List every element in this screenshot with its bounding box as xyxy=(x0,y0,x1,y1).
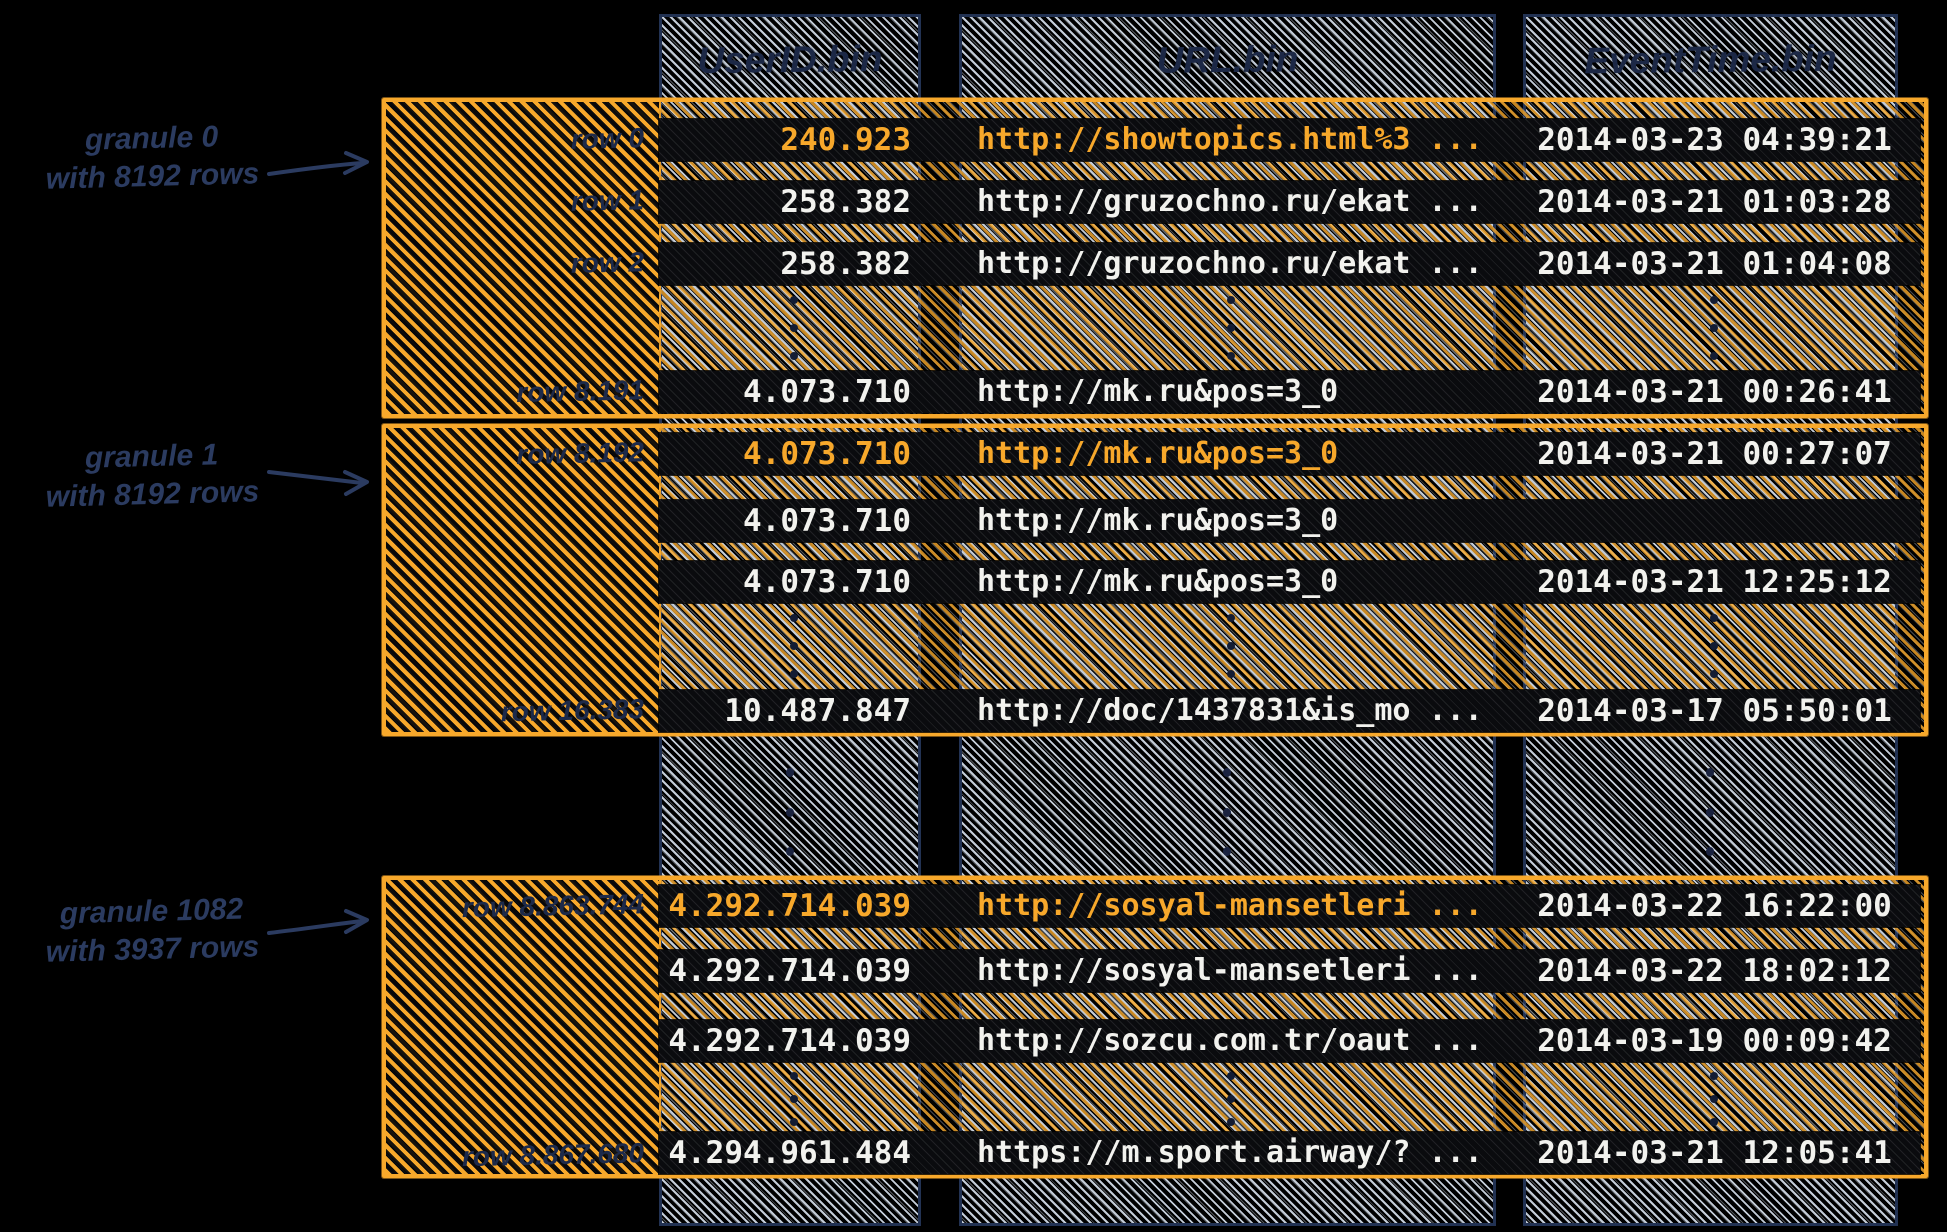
row-label: row 8.192 xyxy=(516,436,645,471)
cell-userid: 4.292.714.039 xyxy=(668,888,911,924)
data-row: 4.292.714.039 http://sozcu.com.tr/oaut .… xyxy=(659,1020,1920,1062)
row-label: row 0 xyxy=(570,122,645,155)
data-row: 258.382 http://gruzochno.ru/ekat ... 201… xyxy=(659,243,1920,285)
row-label: row 2 xyxy=(570,246,645,279)
cell-userid: 10.487.847 xyxy=(724,693,911,729)
vertical-ellipsis-icon xyxy=(1223,768,1231,856)
data-row: 4.073.710 http://mk.ru&pos=3_0 xyxy=(659,500,1920,542)
cell-eventtime: 2014-03-21 01:04:08 xyxy=(1537,246,1892,282)
granule-1082-annotation: granule 1082 with 3937 rows xyxy=(7,889,297,973)
cell-userid: 4.073.710 xyxy=(743,436,911,472)
cell-eventtime: 2014-03-17 05:50:01 xyxy=(1537,693,1892,729)
cell-url: http://sosyal-mansetleri ... xyxy=(977,888,1483,923)
cell-eventtime: 2014-03-21 12:05:41 xyxy=(1537,1135,1892,1171)
data-row: 4.292.714.039 http://sosyal-mansetleri .… xyxy=(659,885,1920,927)
cell-url: http://gruzochno.ru/ekat ... xyxy=(977,184,1483,219)
data-row: 240.923 http://showtopics.html%3 ... 201… xyxy=(659,119,1920,161)
omitted-rows xyxy=(659,292,1920,364)
cell-eventtime xyxy=(1527,500,1902,542)
row-label: row 8.867.680 xyxy=(461,1137,645,1173)
cell-eventtime: 2014-03-21 00:26:41 xyxy=(1537,374,1892,410)
cell-userid: 4.294.961.484 xyxy=(668,1135,911,1171)
cell-eventtime: 2014-03-21 01:03:28 xyxy=(1537,184,1892,220)
column-header-userid-bin: UserID.bin xyxy=(697,38,883,81)
column-header-eventtime-bin: EventTime.bin xyxy=(1584,37,1837,82)
row-label: row 8.191 xyxy=(516,374,645,409)
cell-url: http://mk.ru&pos=3_0 xyxy=(977,564,1339,599)
cell-url: http://sozcu.com.tr/oaut ... xyxy=(977,1023,1483,1058)
granule-0-annotation: granule 0 with 8192 rows xyxy=(7,116,297,200)
vertical-ellipsis-icon xyxy=(1710,614,1718,678)
cell-userid: 258.382 xyxy=(780,246,911,282)
arrow-to-granule-1 xyxy=(267,470,369,496)
cell-eventtime: 2014-03-21 12:25:12 xyxy=(1537,564,1892,600)
data-row: 4.073.710 http://mk.ru&pos=3_0 2014-03-2… xyxy=(659,433,1920,475)
arrow-to-granule-1082 xyxy=(267,909,369,935)
omitted-rows xyxy=(659,610,1920,682)
data-row: 258.382 http://gruzochno.ru/ekat ... 201… xyxy=(659,181,1920,223)
data-row: 4.073.710 http://mk.ru&pos=3_0 2014-03-2… xyxy=(659,561,1920,603)
cell-userid: 4.073.710 xyxy=(743,374,911,410)
row-label: row 16.383 xyxy=(500,693,645,728)
cell-url: http://sosyal-mansetleri ... xyxy=(977,953,1483,988)
vertical-ellipsis-icon xyxy=(1710,296,1718,360)
cell-userid: 4.073.710 xyxy=(743,503,911,539)
row-label: row 8.863.744 xyxy=(461,888,645,924)
granule-1-annotation: granule 1 with 8192 rows xyxy=(7,434,297,518)
cell-eventtime: 2014-03-23 04:39:21 xyxy=(1537,122,1892,158)
vertical-ellipsis-icon xyxy=(1706,768,1714,856)
annotation-line: with 8192 rows xyxy=(45,157,260,196)
cell-url: http://doc/1437831&is_mo ... xyxy=(977,693,1483,728)
row-label: row 1 xyxy=(570,184,645,217)
omitted-rows xyxy=(659,1068,1920,1130)
vertical-ellipsis-icon xyxy=(1227,614,1235,678)
cell-url: http://mk.ru&pos=3_0 xyxy=(977,374,1339,409)
cell-userid: 4.292.714.039 xyxy=(668,953,911,989)
data-row: 4.292.714.039 http://sosyal-mansetleri .… xyxy=(659,950,1920,992)
annotation-line: with 8192 rows xyxy=(45,475,260,514)
annotation-line: with 3937 rows xyxy=(45,930,260,969)
column-header-url-bin: URL.bin xyxy=(1156,38,1299,81)
cell-eventtime: 2014-03-22 16:22:00 xyxy=(1537,888,1892,924)
granule-1-row-label-zone xyxy=(386,428,661,732)
vertical-ellipsis-icon xyxy=(1227,296,1235,360)
granule-1-box: row 8.192 row 16.383 4.073.710 http://mk… xyxy=(382,424,1928,736)
cell-userid: 258.382 xyxy=(780,184,911,220)
cell-url: https://m.sport.airway/? ... xyxy=(977,1135,1483,1170)
data-row: 10.487.847 http://doc/1437831&is_mo ... … xyxy=(659,690,1920,732)
vertical-ellipsis-icon xyxy=(790,1072,798,1126)
cell-eventtime: 2014-03-19 00:09:42 xyxy=(1537,1023,1892,1059)
cell-url: http://showtopics.html%3 ... xyxy=(977,122,1483,157)
cell-eventtime: 2014-03-21 00:27:07 xyxy=(1537,436,1892,472)
vertical-ellipsis-icon xyxy=(1710,1072,1718,1126)
cell-url: http://gruzochno.ru/ekat ... xyxy=(977,246,1483,281)
cell-eventtime: 2014-03-22 18:02:12 xyxy=(1537,953,1892,989)
vertical-ellipsis-icon xyxy=(1227,1072,1235,1126)
granule-1082-row-label-zone xyxy=(386,880,661,1174)
vertical-ellipsis-icon xyxy=(790,614,798,678)
cell-userid: 4.073.710 xyxy=(743,564,911,600)
vertical-ellipsis-icon xyxy=(790,296,798,360)
granule-1082-box: row 8.863.744 row 8.867.680 4.292.714.03… xyxy=(382,876,1928,1178)
vertical-ellipsis-icon xyxy=(786,768,794,856)
arrow-to-granule-0 xyxy=(267,151,369,176)
data-row: 4.294.961.484 https://m.sport.airway/? .… xyxy=(659,1132,1920,1174)
granule-0-box: row 0 row 1 row 2 row 8.191 240.923 http… xyxy=(382,98,1928,418)
cell-url: http://mk.ru&pos=3_0 xyxy=(977,503,1339,538)
cell-userid: 4.292.714.039 xyxy=(668,1023,911,1059)
granule-0-row-label-zone xyxy=(386,102,661,414)
cell-userid: 240.923 xyxy=(780,122,911,158)
data-row: 4.073.710 http://mk.ru&pos=3_0 2014-03-2… xyxy=(659,371,1920,413)
cell-url: http://mk.ru&pos=3_0 xyxy=(977,436,1339,471)
